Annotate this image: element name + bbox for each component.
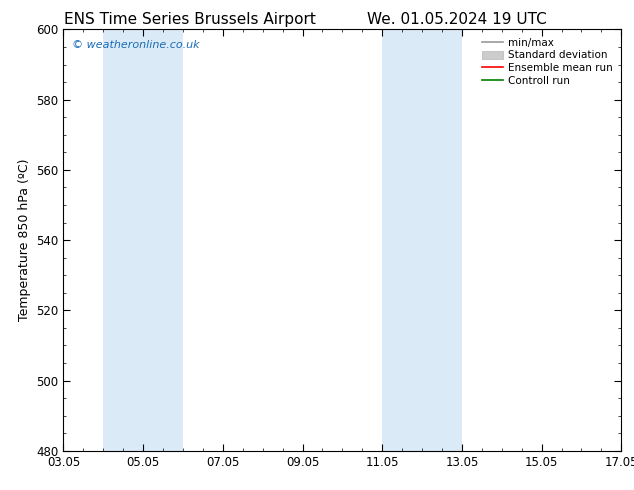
Text: We. 01.05.2024 19 UTC: We. 01.05.2024 19 UTC (366, 12, 547, 27)
Text: ENS Time Series Brussels Airport: ENS Time Series Brussels Airport (64, 12, 316, 27)
Bar (103, 29, 183, 451)
Text: © weatheronline.co.uk: © weatheronline.co.uk (72, 40, 200, 50)
Y-axis label: Temperature 850 hPa (ºC): Temperature 850 hPa (ºC) (18, 159, 30, 321)
Bar (382, 29, 462, 451)
Legend: min/max, Standard deviation, Ensemble mean run, Controll run: min/max, Standard deviation, Ensemble me… (479, 35, 616, 89)
